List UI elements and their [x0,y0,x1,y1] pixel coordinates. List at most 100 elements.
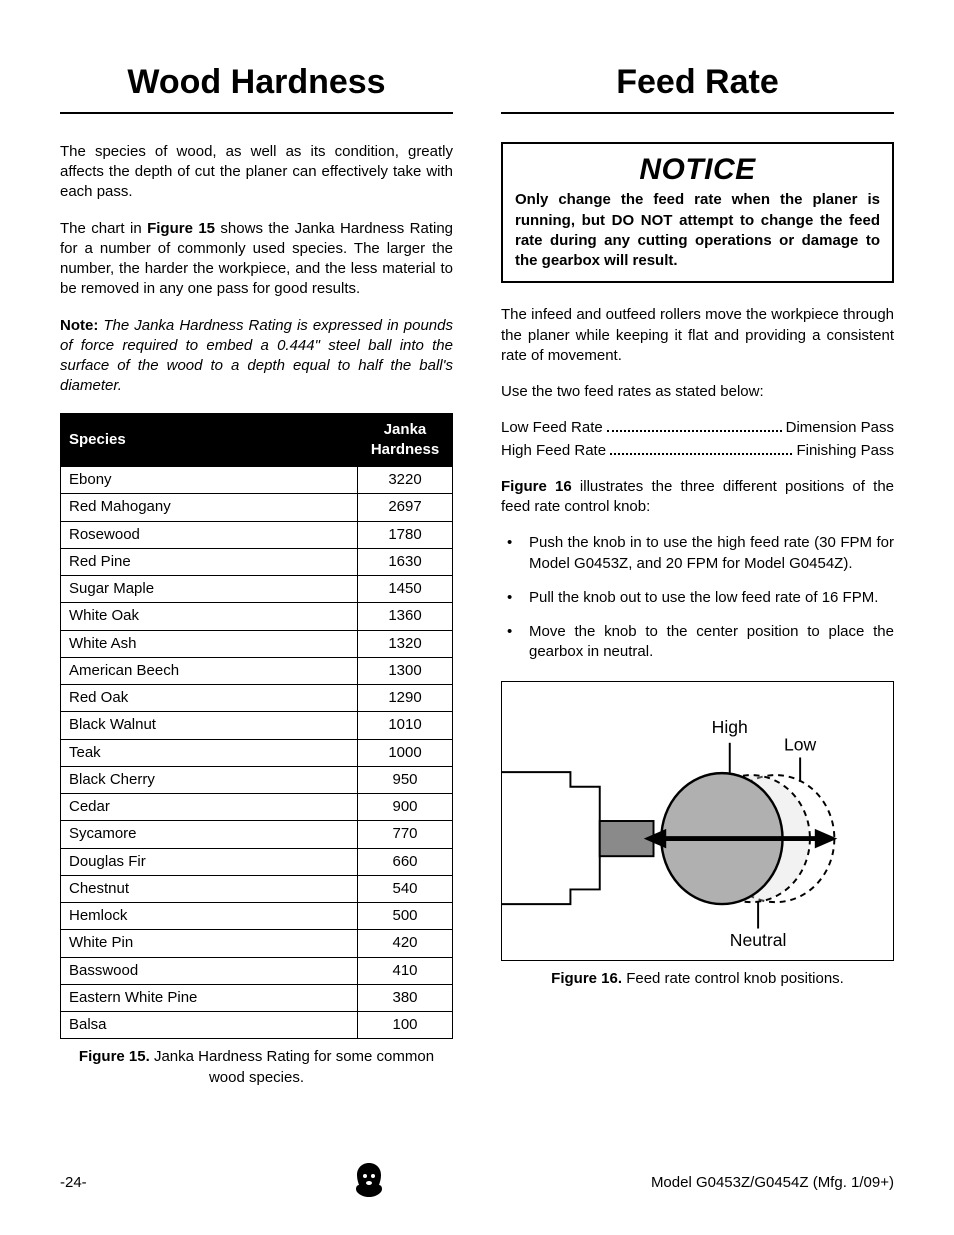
species-cell: Rosewood [61,521,358,548]
figure-16-caption: Figure 16. Feed rate control knob positi… [501,969,894,989]
table-row: Douglas Fir660 [61,848,453,875]
janka-hardness-table: Species Janka Hardness Ebony3220Red Maho… [60,413,453,1040]
table-row: White Oak1360 [61,603,453,630]
table-row: Eastern White Pine380 [61,984,453,1011]
species-cell: Chestnut [61,875,358,902]
dots [610,453,792,455]
hardness-cell: 1010 [358,712,453,739]
species-cell: White Oak [61,603,358,630]
hardness-cell: 1320 [358,630,453,657]
species-cell: Cedar [61,794,358,821]
bullet-1: •Push the knob in to use the high feed r… [501,533,894,574]
diagram-label-neutral: Neutral [730,930,787,950]
table-header-species: Species [61,413,358,467]
bullet-dot: • [501,622,529,663]
diagram-label-low: Low [784,734,817,754]
table-row: Basswood410 [61,957,453,984]
wood-note: Note: The Janka Hardness Rating is expre… [60,316,453,397]
footer-model: Model G0453Z/G0454Z (Mfg. 1/09+) [651,1173,894,1193]
species-cell: Teak [61,739,358,766]
species-cell: Eastern White Pine [61,984,358,1011]
table-row: Hemlock500 [61,903,453,930]
fig16-ref: Figure 16 [501,478,572,495]
note-body: The Janka Hardness Rating is expressed i… [60,317,453,395]
feed-rate-title: Feed Rate [501,60,894,114]
hardness-cell: 1780 [358,521,453,548]
feed-para-3: Figure 16 illustrates the three differen… [501,477,894,518]
rate-row-high: High Feed Rate Finishing Pass [501,441,894,461]
hardness-cell: 1290 [358,685,453,712]
feed-para-2: Use the two feed rates as stated below: [501,382,894,402]
species-cell: Ebony [61,467,358,494]
species-cell: American Beech [61,657,358,684]
table-row: Red Mahogany2697 [61,494,453,521]
hardness-cell: 100 [358,1012,453,1039]
table-row: Cedar900 [61,794,453,821]
bullet-2-text: Pull the knob out to use the low feed ra… [529,588,894,608]
dots [607,430,782,432]
table-row: Sycamore770 [61,821,453,848]
hardness-cell: 1000 [358,739,453,766]
hardness-cell: 500 [358,903,453,930]
hardness-cell: 950 [358,766,453,793]
notice-body: Only change the feed rate when the plane… [515,190,880,271]
bullet-dot: • [501,533,529,574]
table-row: Black Walnut1010 [61,712,453,739]
hardness-cell: 1360 [358,603,453,630]
species-cell: White Ash [61,630,358,657]
species-cell: Sugar Maple [61,576,358,603]
species-cell: Red Mahogany [61,494,358,521]
figure-15-caption: Figure 15. Janka Hardness Rating for som… [60,1047,453,1088]
diagram-label-high: High [712,717,748,737]
wood-para-2: The chart in Figure 15 shows the Janka H… [60,219,453,300]
wood-para-2-figref: Figure 15 [147,220,215,237]
table-row: Black Cherry950 [61,766,453,793]
hardness-cell: 420 [358,930,453,957]
notice-box: NOTICE Only change the feed rate when th… [501,142,894,284]
rate-high-label: High Feed Rate [501,441,606,461]
feed-bullets: •Push the knob in to use the high feed r… [501,533,894,662]
wood-hardness-title: Wood Hardness [60,60,453,114]
left-column: Wood Hardness The species of wood, as we… [60,60,453,1088]
hardness-cell: 1630 [358,548,453,575]
species-cell: Black Cherry [61,766,358,793]
table-row: Sugar Maple1450 [61,576,453,603]
table-header-hardness: Janka Hardness [358,413,453,467]
rate-low-value: Dimension Pass [786,418,894,438]
hardness-cell: 540 [358,875,453,902]
hardness-cell: 900 [358,794,453,821]
feed-knob-diagram: High Low Neutral [501,681,894,961]
table-row: American Beech1300 [61,657,453,684]
th-l1: Janka [384,421,427,438]
table-row: White Ash1320 [61,630,453,657]
rate-row-low: Low Feed Rate Dimension Pass [501,418,894,438]
hardness-cell: 2697 [358,494,453,521]
note-label: Note: [60,317,98,334]
table-row: Balsa100 [61,1012,453,1039]
bullet-3-text: Move the knob to the center position to … [529,622,894,663]
hardness-cell: 380 [358,984,453,1011]
fig16-rest: Feed rate control knob positions. [622,970,844,987]
species-cell: Sycamore [61,821,358,848]
fig15-bold: Figure 15. [79,1048,150,1065]
fig16-bold: Figure 16. [551,970,622,987]
hardness-cell: 770 [358,821,453,848]
species-cell: Red Oak [61,685,358,712]
right-column: Feed Rate NOTICE Only change the feed ra… [501,60,894,1088]
table-row: Red Pine1630 [61,548,453,575]
wood-para-2a: The chart in [60,220,147,237]
page-number: -24- [60,1173,87,1193]
rate-low-label: Low Feed Rate [501,418,603,438]
bullet-2: •Pull the knob out to use the low feed r… [501,588,894,608]
table-row: Rosewood1780 [61,521,453,548]
species-cell: Hemlock [61,903,358,930]
wood-para-1: The species of wood, as well as its cond… [60,142,453,203]
hardness-cell: 410 [358,957,453,984]
hardness-cell: 660 [358,848,453,875]
bullet-3: •Move the knob to the center position to… [501,622,894,663]
hardness-cell: 1300 [358,657,453,684]
table-row: White Pin420 [61,930,453,957]
species-cell: Black Walnut [61,712,358,739]
feed-rates-list: Low Feed Rate Dimension Pass High Feed R… [501,418,894,461]
hardness-cell: 3220 [358,467,453,494]
